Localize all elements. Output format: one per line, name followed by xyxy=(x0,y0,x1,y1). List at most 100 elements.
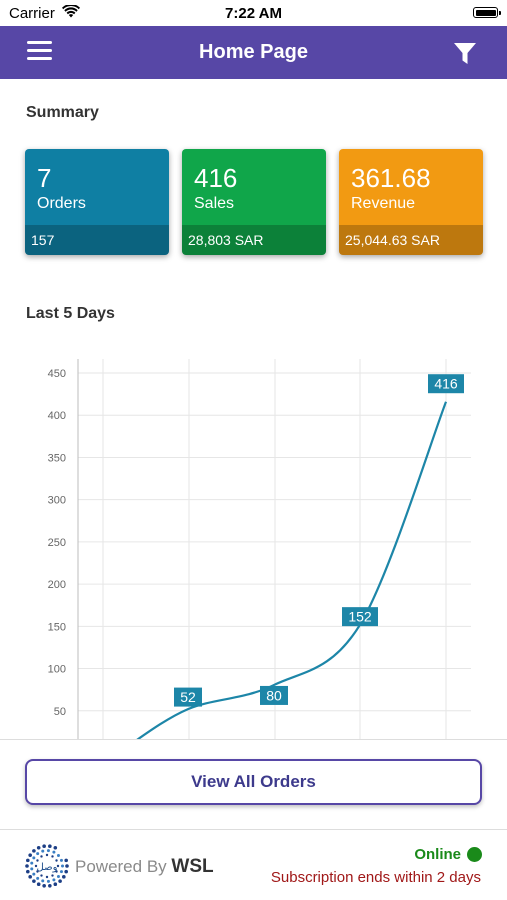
logo-dot xyxy=(53,882,58,886)
logo-dot xyxy=(65,864,69,868)
chart-data-label-box xyxy=(342,607,378,627)
chart-y-tick-label: 50 xyxy=(54,706,66,718)
chart-data-label-box xyxy=(174,687,202,707)
sales-footer-value: 28,803 SAR xyxy=(188,232,264,248)
chart-data-label-box xyxy=(428,374,464,394)
logo-dot xyxy=(61,864,64,868)
filter-icon[interactable] xyxy=(453,41,477,65)
logo-dot xyxy=(53,846,58,850)
sales-label: Sales xyxy=(194,195,235,212)
logo-dot xyxy=(40,855,43,858)
chart-y-tick-label: 250 xyxy=(48,537,66,549)
logo-dot xyxy=(30,867,34,871)
logo-dot xyxy=(64,858,68,863)
chart-data-label: 416 xyxy=(428,374,464,394)
chart-grid xyxy=(77,359,471,739)
logo-dot xyxy=(36,852,40,856)
logo-dot xyxy=(51,874,54,877)
chart-data-label-text: 52 xyxy=(180,689,196,705)
chart-heading: Last 5 Days xyxy=(26,305,115,322)
chart-y-tick-label: 300 xyxy=(48,495,66,507)
chart-data-label-text: 416 xyxy=(434,376,458,392)
divider xyxy=(0,829,507,830)
logo-dot xyxy=(28,875,32,879)
logo-dot xyxy=(62,875,66,879)
orders-footer-value: 157 xyxy=(31,232,55,248)
logo-dot xyxy=(56,874,60,878)
logo-dot xyxy=(42,844,46,849)
chart-data-label-box xyxy=(260,685,288,705)
chart-y-tick-label: 450 xyxy=(48,368,66,380)
last-5-days-line-chart: 50 100 150 200 250 300 350 400 450 52 80 152 416 xyxy=(48,359,471,740)
logo-dot xyxy=(28,853,32,857)
logo-dot xyxy=(26,858,30,863)
logo-dot xyxy=(48,844,52,849)
logo-dot xyxy=(36,882,41,886)
carrier-label: Carrier xyxy=(9,5,55,22)
logo-dot xyxy=(42,883,46,888)
chart-y-tick-label: 150 xyxy=(48,621,66,633)
logo-dot xyxy=(59,858,63,862)
chart-y-tick-label: 100 xyxy=(48,664,66,676)
logo-dot xyxy=(56,864,60,868)
logo-dot xyxy=(46,879,50,883)
navigation-bar: Home Page xyxy=(0,26,507,79)
powered-by-prefix: Powered By xyxy=(75,857,167,876)
logo-dot xyxy=(32,856,36,860)
sales-card-footer: 28,803 SAR xyxy=(182,225,326,255)
chart-y-axis: 50 100 150 200 250 300 350 400 450 xyxy=(48,368,66,718)
chart-y-tick-label: 200 xyxy=(48,579,66,591)
logo-dot xyxy=(36,846,41,850)
logo-dot xyxy=(58,879,62,883)
battery-icon xyxy=(473,7,501,18)
logo-dot xyxy=(55,870,58,873)
online-status-dot-icon xyxy=(467,847,482,862)
chart-data-label: 80 xyxy=(260,685,288,705)
orders-count: 7 xyxy=(37,163,52,193)
logo-dot xyxy=(45,853,49,857)
logo-dot xyxy=(34,864,38,868)
logo-dot xyxy=(48,883,52,888)
chart-series-line xyxy=(134,401,448,740)
chart-data-label-text: 152 xyxy=(348,609,372,625)
logo-dot xyxy=(45,875,49,879)
logo-dot xyxy=(32,879,36,883)
logo-dot xyxy=(56,854,60,858)
powered-by-label: Powered By WSL xyxy=(75,856,214,878)
revenue-value: 361.68 xyxy=(351,163,431,193)
logo-dot xyxy=(36,870,39,873)
orders-card[interactable]: 7 Orders 157 xyxy=(25,149,169,255)
chart-data-labels: 52 80 152 416 xyxy=(174,374,464,707)
status-bar: Carrier 7:22 AM xyxy=(0,0,507,26)
logo-dot xyxy=(52,850,56,854)
summary-heading: Summary xyxy=(26,104,99,121)
logo-dot xyxy=(30,861,34,865)
logo-dot xyxy=(55,859,58,862)
online-status-text: Online xyxy=(414,846,461,863)
revenue-card[interactable]: 361.68 Revenue 25,044.63 SAR xyxy=(339,149,483,255)
hamburger-menu-icon[interactable] xyxy=(27,41,52,61)
chart-data-label: 152 xyxy=(342,607,378,627)
logo-dot xyxy=(32,849,36,853)
clock: 7:22 AM xyxy=(225,5,282,22)
sales-count: 416 xyxy=(194,163,238,193)
logo-dot xyxy=(64,869,68,874)
logo-dot xyxy=(40,874,43,877)
logo-dot xyxy=(41,879,45,883)
wsl-logo: وصل xyxy=(25,844,69,888)
revenue-card-footer: 25,044.63 SAR xyxy=(339,225,483,255)
view-all-orders-button[interactable]: View All Orders xyxy=(25,759,482,805)
chart-y-tick-label: 350 xyxy=(48,452,66,464)
chart-y-tick-label: 400 xyxy=(48,410,66,422)
chart-data-label: 52 xyxy=(174,687,202,707)
divider xyxy=(0,739,507,740)
orders-label: Orders xyxy=(37,195,86,212)
logo-dot xyxy=(41,849,45,853)
logo-dot xyxy=(32,872,36,876)
logo-dot xyxy=(46,849,50,853)
logo-dot xyxy=(26,869,30,874)
logo-dot xyxy=(36,876,40,880)
logo-dot xyxy=(51,855,54,858)
orders-card-footer: 157 xyxy=(25,225,169,255)
sales-card[interactable]: 416 Sales 28,803 SAR xyxy=(182,149,326,255)
